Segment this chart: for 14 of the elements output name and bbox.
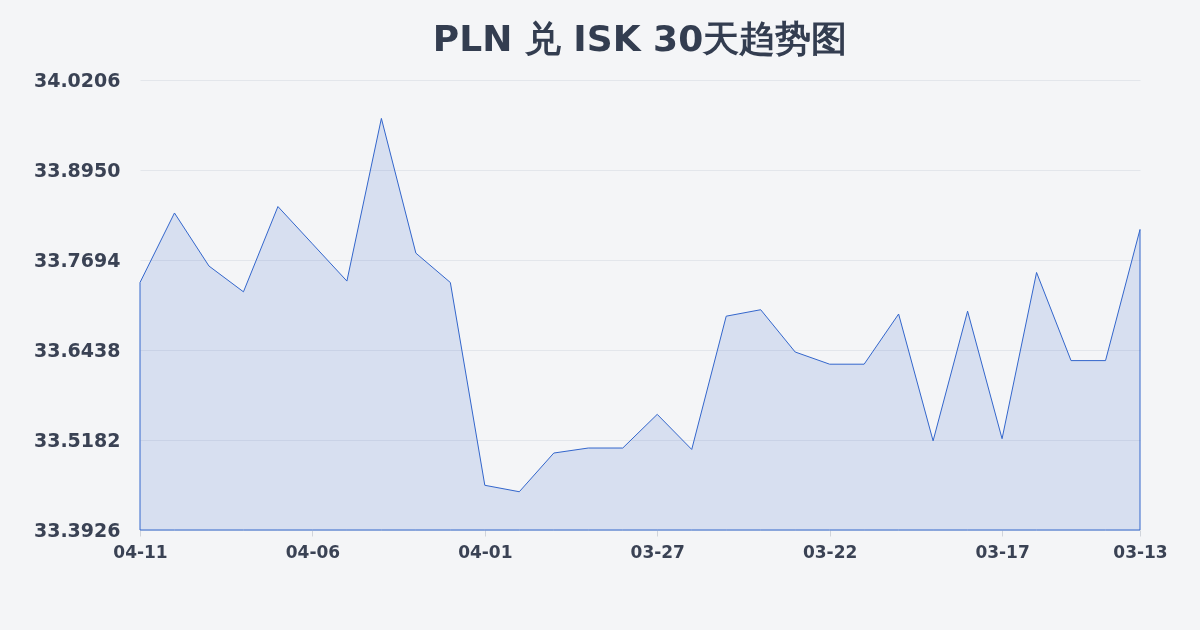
y-tick-label: 33.3926	[33, 518, 121, 541]
chart-title: PLN 兑 ISK 30天趋势图	[432, 18, 848, 59]
x-tick-label: 03-13	[1113, 541, 1168, 562]
x-tick-label: 03-17	[975, 541, 1030, 562]
x-tick-label: 04-01	[458, 541, 513, 562]
y-tick-label: 34.0206	[33, 68, 121, 91]
y-tick-label: 33.7694	[33, 248, 121, 271]
x-tick-label: 03-22	[802, 541, 858, 562]
y-tick-label: 33.8950	[33, 158, 121, 181]
y-tick-label: 33.5182	[33, 428, 121, 451]
x-tick-label: 03-27	[630, 541, 685, 562]
y-tick-label: 33.6438	[33, 338, 121, 361]
x-tick-label: 04-11	[113, 541, 168, 562]
x-tick-label: 04-06	[285, 541, 341, 562]
